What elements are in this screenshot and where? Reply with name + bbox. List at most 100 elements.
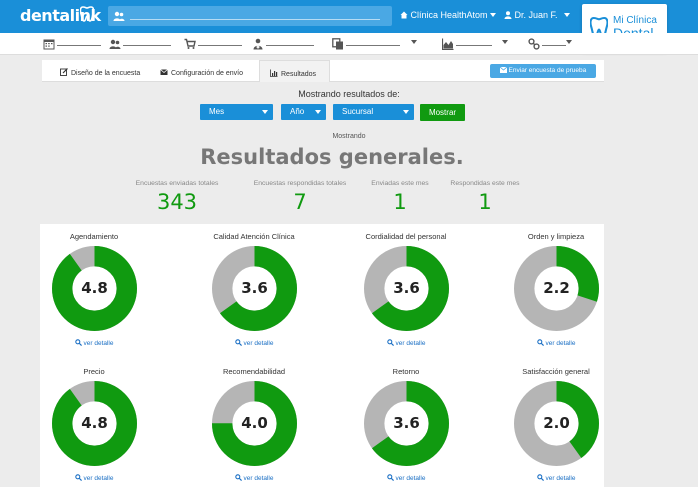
view-detail-link[interactable]: ver detalle <box>346 339 466 347</box>
chevron-down-icon <box>566 40 572 44</box>
doctor-icon <box>253 38 263 50</box>
month-select-value: Mes <box>209 107 225 116</box>
user-name: Dr. Juan F. <box>514 10 558 20</box>
envelope-icon <box>160 69 168 75</box>
menu-calendar[interactable] <box>43 38 103 50</box>
view-detail-label: ver detalle <box>83 340 114 347</box>
search-icon <box>74 474 82 481</box>
donut-score-slice <box>514 246 599 331</box>
score-value: 2.2 <box>543 279 570 297</box>
score-donut <box>514 246 599 331</box>
score-donut <box>364 381 449 466</box>
menu-documents[interactable] <box>332 38 420 50</box>
donut-score-slice <box>364 246 449 331</box>
view-detail-link[interactable]: ver detalle <box>194 474 314 482</box>
donut-score-slice <box>52 246 137 331</box>
donut-score-slice <box>514 381 599 466</box>
donut-score-slice <box>212 246 297 331</box>
chevron-down-icon <box>411 40 417 44</box>
score-title: Retorno <box>392 367 420 376</box>
stat-label: Encuestas enviadas totales <box>135 180 219 187</box>
score-donut <box>212 246 297 331</box>
search-underline <box>130 19 380 20</box>
cart-icon <box>184 38 196 49</box>
view-detail-link[interactable]: ver detalle <box>34 339 154 347</box>
stat-value: 7 <box>293 190 307 214</box>
chevron-down-icon <box>564 13 571 17</box>
score-value: 4.8 <box>81 279 108 297</box>
score-card: Recomendabilidad 4.0 ver detalle <box>194 367 314 482</box>
tab-send-config[interactable]: Configuración de envío <box>160 60 243 82</box>
view-detail-label: ver detalle <box>395 340 426 347</box>
score-card: Calidad Atención Clínica 3.6 ver detalle <box>194 232 314 347</box>
users-icon <box>113 11 125 21</box>
clinic-name: Clínica HealthAtom <box>410 10 488 20</box>
score-donut <box>212 381 297 466</box>
view-detail-label: ver detalle <box>545 475 576 482</box>
chevron-down-icon <box>490 13 497 17</box>
user-icon <box>504 11 512 19</box>
view-detail-label: ver detalle <box>243 475 274 482</box>
calendar-icon <box>43 39 55 50</box>
send-test-survey-button[interactable]: Enviar encuesta de prueba <box>490 64 596 78</box>
tooth-icon <box>80 6 94 22</box>
stat-label: Enviadas este mes <box>371 180 429 187</box>
view-detail-label: ver detalle <box>545 340 576 347</box>
bar-chart-icon <box>270 69 278 77</box>
score-donut <box>364 246 449 331</box>
stat-label: Respondidas este mes <box>450 180 520 187</box>
score-card: Satisfacción general 2.0 ver detalle <box>496 367 616 482</box>
stat-sent-total: Encuestas enviadas totales 343 <box>128 180 226 214</box>
search-icon <box>536 474 544 481</box>
branch-select[interactable]: Sucursal <box>333 104 414 120</box>
search-icon <box>536 339 544 346</box>
score-donut <box>52 246 137 331</box>
user-menu[interactable]: Dr. Juan F. <box>504 10 571 20</box>
stat-label: Encuestas respondidas totales <box>253 180 347 187</box>
score-card: Orden y limpieza 2.2 ver detalle <box>496 232 616 347</box>
score-title: Orden y limpieza <box>527 232 585 241</box>
users-icon <box>109 39 121 49</box>
score-value: 2.0 <box>543 414 570 432</box>
score-value: 3.6 <box>393 279 420 297</box>
search-icon <box>386 474 394 481</box>
stat-value: 1 <box>393 190 407 214</box>
menu-reports[interactable] <box>442 38 512 50</box>
score-card: Retorno 3.6 ver detalle <box>346 367 466 482</box>
score-title: Agendamiento <box>69 232 119 241</box>
stat-sent-month: Enviadas este mes 1 <box>366 180 434 214</box>
view-detail-link[interactable]: ver detalle <box>496 474 616 482</box>
menu-settings[interactable] <box>528 38 574 50</box>
branch-select-value: Sucursal <box>342 107 374 116</box>
month-select[interactable]: Mes <box>200 104 273 120</box>
view-detail-link[interactable]: ver detalle <box>194 339 314 347</box>
view-detail-link[interactable]: ver detalle <box>346 474 466 482</box>
home-icon <box>400 11 408 19</box>
menu-patients[interactable] <box>109 38 173 50</box>
search-icon <box>386 339 394 346</box>
year-select[interactable]: Año <box>281 104 326 120</box>
view-detail-link[interactable]: ver detalle <box>496 339 616 347</box>
tab-results[interactable]: Resultados <box>259 60 330 82</box>
results-kicker: Mostrando <box>332 133 366 140</box>
tab-label: Diseño de la encuesta <box>71 70 141 77</box>
score-title: Satisfacción general <box>522 367 590 376</box>
tab-survey-design[interactable]: Diseño de la encuesta <box>60 60 140 82</box>
menu-cart[interactable] <box>184 38 244 50</box>
stat-answered-month: Respondidas este mes 1 <box>443 180 527 214</box>
show-results-button[interactable]: Mostrar <box>420 104 465 121</box>
donut-score-slice <box>52 381 137 466</box>
view-detail-link[interactable]: ver detalle <box>34 474 154 482</box>
score-title: Calidad Atención Clínica <box>213 232 295 241</box>
score-value: 4.8 <box>81 414 108 432</box>
score-value: 4.0 <box>241 414 268 432</box>
donut-score-slice <box>212 381 297 466</box>
score-card: Precio 4.8 ver detalle <box>34 367 154 482</box>
page-title: Resultados generales. <box>200 145 464 169</box>
search-input[interactable] <box>108 6 392 26</box>
menu-staff[interactable] <box>252 38 316 50</box>
copy-icon <box>332 38 343 50</box>
score-title: Recomendabilidad <box>222 367 286 376</box>
clinic-selector[interactable]: Clínica HealthAtom <box>400 10 497 20</box>
search-icon <box>234 339 242 346</box>
